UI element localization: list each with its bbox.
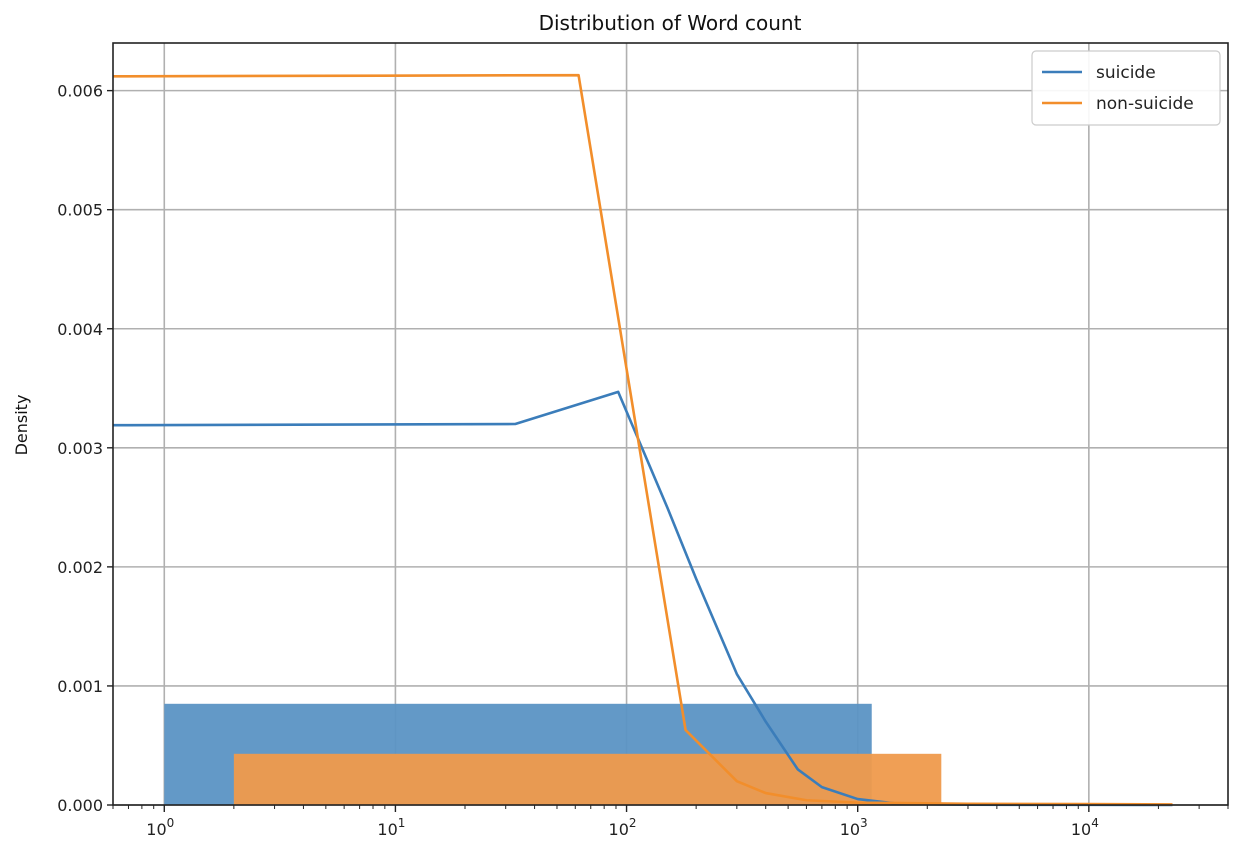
legend-label-non-suicide: non-suicide — [1096, 94, 1194, 114]
x-tick-exponent: 0 — [167, 816, 175, 830]
x-tick-label: 104 — [1071, 816, 1099, 839]
plot-frame — [112, 42, 1229, 806]
kde-lines — [112, 73, 1173, 807]
x-tick-label: 100 — [146, 816, 174, 839]
y-tick-label: 0.001 — [57, 677, 103, 696]
x-tick-exponent: 1 — [398, 816, 406, 830]
y-tick-label: 0.004 — [57, 320, 103, 339]
histogram-bars — [164, 703, 942, 805]
x-tick-label: 101 — [377, 816, 405, 839]
kde-line-non-suicide — [112, 73, 1173, 806]
legend: suicide non-suicide — [1031, 50, 1221, 126]
y-tick-label: 0.000 — [57, 796, 103, 815]
chart-title: Distribution of Word count — [539, 11, 802, 35]
y-tick-label: 0.003 — [57, 439, 103, 458]
x-tick-label: 102 — [609, 816, 637, 839]
legend-label-suicide: suicide — [1096, 63, 1156, 83]
histogram-bar-non-suicide — [233, 753, 942, 805]
legend-box — [1031, 50, 1221, 126]
y-axis-label: Density — [12, 395, 31, 456]
y-tick-label: 0.002 — [57, 558, 103, 577]
x-tick-exponent: 3 — [860, 816, 868, 830]
x-tick-exponent: 2 — [629, 816, 637, 830]
x-tick-label: 103 — [840, 816, 868, 839]
y-tick-label: 0.006 — [57, 82, 103, 101]
y-tick-label: 0.005 — [57, 201, 103, 220]
x-tick-exponent: 4 — [1091, 816, 1099, 830]
